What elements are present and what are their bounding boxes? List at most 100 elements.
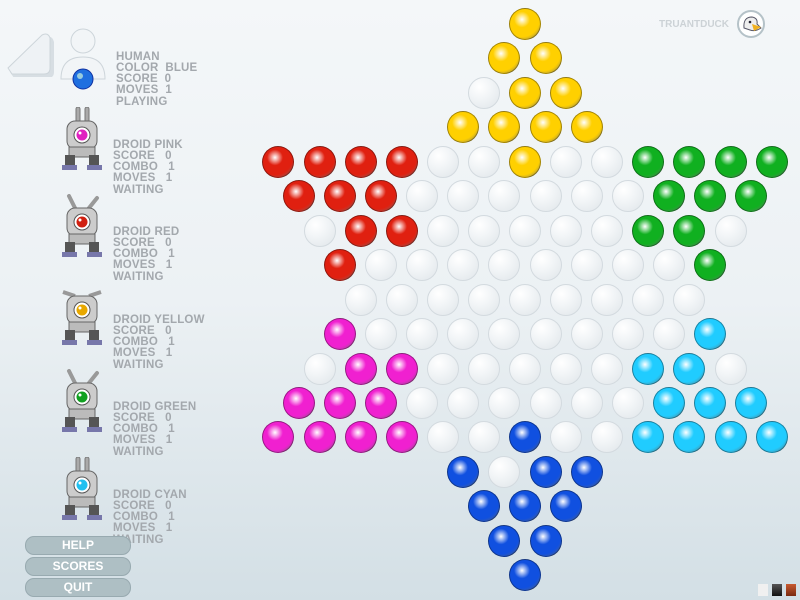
empty-hole[interactable] — [488, 455, 521, 488]
pink-marble[interactable] — [365, 386, 398, 419]
empty-hole[interactable] — [509, 214, 541, 247]
cyan-marble[interactable] — [673, 352, 706, 385]
cyan-marble[interactable] — [735, 386, 768, 419]
empty-hole[interactable] — [591, 352, 624, 385]
empty-hole[interactable] — [488, 318, 521, 351]
pink-marble[interactable] — [344, 421, 377, 454]
empty-hole[interactable] — [550, 214, 583, 247]
empty-hole[interactable] — [550, 421, 583, 454]
empty-hole[interactable] — [426, 214, 459, 247]
red-marble[interactable] — [344, 214, 377, 247]
pink-marble[interactable] — [303, 421, 336, 454]
empty-hole[interactable] — [570, 386, 603, 419]
yellow-marble[interactable] — [570, 111, 603, 144]
pink-marble[interactable] — [344, 352, 377, 385]
pink-marble[interactable] — [324, 318, 357, 351]
red-marble[interactable] — [262, 145, 295, 178]
empty-hole[interactable] — [303, 214, 336, 247]
cyan-marble[interactable] — [755, 421, 788, 454]
empty-hole[interactable] — [611, 386, 644, 419]
empty-hole[interactable] — [652, 318, 685, 351]
yellow-marble[interactable] — [509, 145, 541, 178]
empty-hole[interactable] — [447, 180, 480, 213]
yellow-marble[interactable] — [509, 76, 541, 109]
cyan-marble[interactable] — [673, 421, 706, 454]
green-marble[interactable] — [632, 145, 665, 178]
empty-hole[interactable] — [426, 352, 459, 385]
cyan-marble[interactable] — [632, 421, 665, 454]
red-marble[interactable] — [303, 145, 336, 178]
green-marble[interactable] — [714, 145, 747, 178]
back-icon[interactable] — [6, 32, 54, 78]
empty-hole[interactable] — [652, 249, 685, 282]
blue-marble[interactable] — [467, 490, 500, 523]
empty-hole[interactable] — [426, 421, 459, 454]
empty-hole[interactable] — [591, 214, 624, 247]
empty-hole[interactable] — [714, 352, 747, 385]
blue-marble[interactable] — [529, 524, 562, 557]
empty-hole[interactable] — [509, 283, 541, 316]
blue-marble[interactable] — [447, 455, 480, 488]
empty-hole[interactable] — [447, 318, 480, 351]
quit-button[interactable]: QUIT — [25, 578, 131, 597]
help-button[interactable]: HELP — [25, 536, 131, 555]
empty-hole[interactable] — [570, 249, 603, 282]
empty-hole[interactable] — [570, 180, 603, 213]
blue-marble[interactable] — [509, 490, 541, 523]
empty-hole[interactable] — [550, 283, 583, 316]
theme-swatch-light[interactable] — [758, 584, 768, 596]
empty-hole[interactable] — [570, 318, 603, 351]
blue-marble[interactable] — [570, 455, 603, 488]
yellow-marble[interactable] — [550, 76, 583, 109]
cyan-marble[interactable] — [632, 352, 665, 385]
empty-hole[interactable] — [467, 145, 500, 178]
green-marble[interactable] — [755, 145, 788, 178]
duck-head-icon[interactable] — [737, 10, 765, 38]
empty-hole[interactable] — [385, 283, 418, 316]
empty-hole[interactable] — [550, 145, 583, 178]
empty-hole[interactable] — [509, 352, 541, 385]
cyan-marble[interactable] — [652, 386, 685, 419]
empty-hole[interactable] — [673, 283, 706, 316]
empty-hole[interactable] — [591, 421, 624, 454]
green-marble[interactable] — [673, 145, 706, 178]
red-marble[interactable] — [365, 180, 398, 213]
green-marble[interactable] — [673, 214, 706, 247]
empty-hole[interactable] — [529, 249, 562, 282]
green-marble[interactable] — [693, 249, 726, 282]
cyan-marble[interactable] — [693, 318, 726, 351]
empty-hole[interactable] — [426, 145, 459, 178]
empty-hole[interactable] — [467, 352, 500, 385]
green-marble[interactable] — [632, 214, 665, 247]
pink-marble[interactable] — [324, 386, 357, 419]
blue-marble[interactable] — [509, 421, 541, 454]
empty-hole[interactable] — [591, 145, 624, 178]
empty-hole[interactable] — [344, 283, 377, 316]
blue-marble[interactable] — [509, 559, 541, 592]
pink-marble[interactable] — [385, 352, 418, 385]
green-marble[interactable] — [693, 180, 726, 213]
empty-hole[interactable] — [467, 214, 500, 247]
empty-hole[interactable] — [611, 318, 644, 351]
empty-hole[interactable] — [447, 386, 480, 419]
empty-hole[interactable] — [488, 249, 521, 282]
theme-swatch-brown[interactable] — [786, 584, 796, 596]
empty-hole[interactable] — [365, 249, 398, 282]
yellow-marble[interactable] — [488, 42, 521, 75]
empty-hole[interactable] — [406, 318, 439, 351]
pink-marble[interactable] — [262, 421, 295, 454]
yellow-marble[interactable] — [447, 111, 480, 144]
empty-hole[interactable] — [488, 180, 521, 213]
empty-hole[interactable] — [426, 283, 459, 316]
blue-marble[interactable] — [529, 455, 562, 488]
empty-hole[interactable] — [550, 352, 583, 385]
cyan-marble[interactable] — [714, 421, 747, 454]
empty-hole[interactable] — [714, 214, 747, 247]
empty-hole[interactable] — [611, 180, 644, 213]
empty-hole[interactable] — [447, 249, 480, 282]
red-marble[interactable] — [324, 249, 357, 282]
yellow-marble[interactable] — [529, 111, 562, 144]
empty-hole[interactable] — [467, 76, 500, 109]
red-marble[interactable] — [282, 180, 315, 213]
blue-marble[interactable] — [550, 490, 583, 523]
